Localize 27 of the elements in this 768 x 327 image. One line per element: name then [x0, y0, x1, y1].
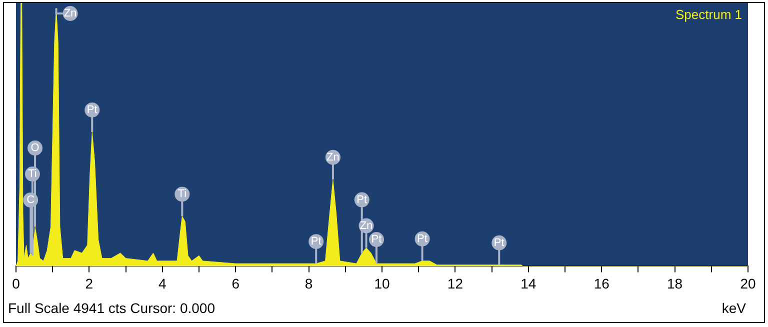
annotation: C [26, 194, 35, 206]
annotation: Pt [356, 194, 368, 206]
annotation: Zn [64, 8, 77, 20]
x-tick-label: 10 [374, 275, 390, 292]
annotation: Zn [326, 151, 340, 164]
annotation: Ti [28, 168, 37, 180]
x-tick-label: 12 [447, 275, 464, 292]
annotation: O [30, 142, 40, 154]
annotation: Pt [494, 236, 504, 249]
annotation: Pt [371, 234, 382, 246]
x-tick-label: 16 [594, 275, 610, 292]
x-tick-label: 0 [12, 275, 20, 292]
text: Full Scale 4941 cts Cursor: 0.000 [8, 300, 216, 316]
x-tick-label: 4 [158, 275, 166, 292]
annotation: Ti [178, 188, 187, 200]
x-tick-label: 2 [85, 275, 94, 292]
annotation: Pt [86, 104, 98, 116]
chart-title: Spectrum 1 [676, 7, 742, 22]
x-tick-label: 14 [520, 275, 536, 292]
annotation: Zn [360, 220, 373, 232]
x-tick-label: 6 [232, 275, 240, 292]
annotation: Pt [417, 232, 428, 245]
x-axis-title: keV [722, 300, 747, 316]
x-tick-label: 18 [667, 275, 683, 292]
x-tick-label: 8 [304, 275, 313, 292]
annotation: Pt [310, 236, 322, 248]
x-tick-label: 20 [740, 275, 756, 292]
